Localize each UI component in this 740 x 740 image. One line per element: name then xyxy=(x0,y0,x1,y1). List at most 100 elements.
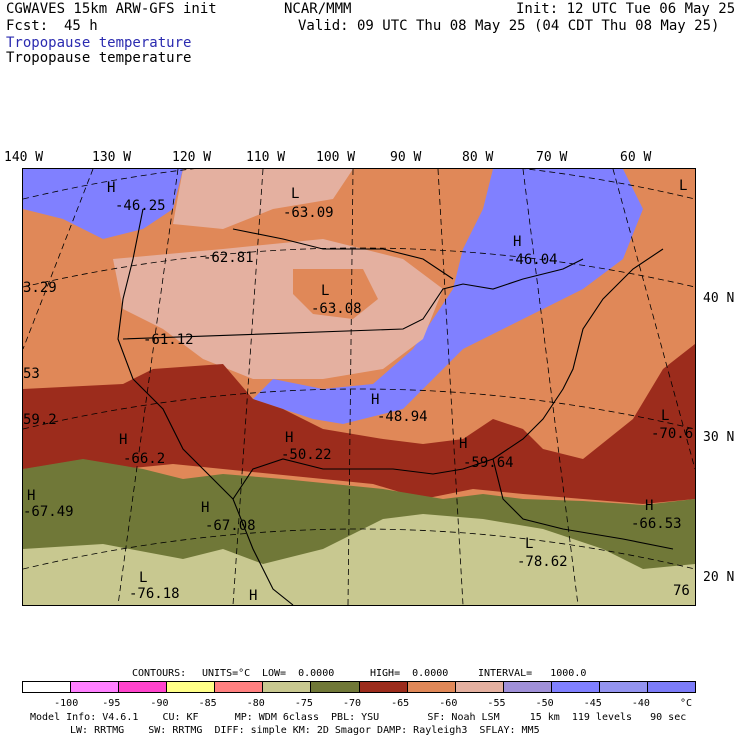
min-marker: L xyxy=(139,570,148,586)
map-value: -63.08 xyxy=(311,301,362,317)
legend-tick-label: -90 xyxy=(150,698,169,709)
field-title-shaded: Tropopause temperature xyxy=(6,35,192,51)
shade-minus60-low xyxy=(293,269,378,319)
min-marker: L xyxy=(679,178,688,194)
legend-tick-label: -65 xyxy=(391,698,410,709)
shade-minus75-tropics xyxy=(23,514,695,605)
model-info-line2: LW: RRTMG SW: RRTMG DIFF: simple KM: 2D … xyxy=(70,725,540,736)
forecast-label: Fcst: xyxy=(6,18,49,34)
map-value: -62.81 xyxy=(203,250,254,266)
model-title: CGWAVES 15km ARW-GFS init xyxy=(6,1,217,17)
map-value: -46.04 xyxy=(507,252,558,268)
map-value: -46.25 xyxy=(115,198,166,214)
lat-label: 40 N xyxy=(703,291,735,306)
lon-label: 90 W xyxy=(390,150,422,165)
max-marker: H xyxy=(119,432,128,448)
shade-minus65-band xyxy=(23,344,695,504)
legend-tick-label: -85 xyxy=(198,698,217,709)
legend-tick-label: -40 xyxy=(631,698,650,709)
legend-tick-label: -80 xyxy=(246,698,265,709)
legend-swatch xyxy=(407,682,456,692)
min-marker: L xyxy=(525,536,534,552)
legend-swatch xyxy=(599,682,649,692)
init-time: Init: 12 UTC Tue 06 May 25 xyxy=(516,1,736,17)
legend-tick-label: -55 xyxy=(487,698,506,709)
map-value: -66.2 xyxy=(123,451,166,467)
legend-tick-label: -100 xyxy=(54,698,79,709)
map-value: -50.22 xyxy=(281,447,332,463)
contours-units: UNITS=°C xyxy=(202,668,251,679)
map-value: -48.94 xyxy=(377,409,428,425)
contours-low: LOW= 0.0000 xyxy=(262,668,335,679)
map-value: -67.49 xyxy=(23,504,74,520)
legend-swatch xyxy=(215,682,264,692)
map-value: -76.18 xyxy=(129,586,180,602)
max-marker: H xyxy=(201,500,210,516)
coastlines xyxy=(117,208,674,605)
map-value: -70.6 xyxy=(651,426,694,442)
tropopause-temperature-map: H -46.25 L -63.09 H -46.04 -62.81 L -63.… xyxy=(22,168,696,606)
max-marker: H xyxy=(459,436,468,452)
max-marker: H xyxy=(249,588,258,604)
map-value: 59.2 xyxy=(23,412,57,428)
map-value: -78.62 xyxy=(517,554,568,570)
max-marker: H xyxy=(513,234,522,250)
max-marker: H xyxy=(27,488,36,504)
min-marker: L xyxy=(291,186,300,202)
forecast-hour: 45 h xyxy=(64,18,98,34)
map-value: -61.12 xyxy=(143,332,194,348)
valid-time: Valid: 09 UTC Thu 08 May 25 (04 CDT Thu … xyxy=(298,18,720,34)
lat-label: 20 N xyxy=(703,570,735,585)
legend-swatch xyxy=(455,682,504,692)
legend-swatch xyxy=(167,682,216,692)
max-marker: H xyxy=(107,180,116,196)
max-marker: H xyxy=(371,392,380,408)
legend-swatch xyxy=(551,682,600,692)
legend-tick-label: -95 xyxy=(102,698,121,709)
legend-tick-label: -60 xyxy=(439,698,458,709)
lat-label: 30 N xyxy=(703,430,735,445)
legend-tick-label: -45 xyxy=(583,698,602,709)
lon-label: 70 W xyxy=(536,150,568,165)
lon-label: 100 W xyxy=(316,150,356,165)
legend-swatch xyxy=(263,682,312,692)
shade-minus50-northwest xyxy=(23,169,183,239)
legend-swatch xyxy=(648,682,696,692)
map-value: 53 xyxy=(23,366,40,382)
lon-label: 140 W xyxy=(4,150,44,165)
legend-swatch xyxy=(503,682,552,692)
legend-tick-label: -70 xyxy=(343,698,362,709)
lon-label: 110 W xyxy=(246,150,286,165)
contours-high: HIGH= 0.0000 xyxy=(370,668,449,679)
map-canvas xyxy=(23,169,695,605)
legend-swatch xyxy=(23,682,72,692)
max-marker: H xyxy=(285,430,294,446)
contours-label: CONTOURS: xyxy=(132,668,187,679)
map-value: 76 xyxy=(673,583,690,599)
lon-label: 60 W xyxy=(620,150,652,165)
lon-label: 130 W xyxy=(92,150,132,165)
legend-swatch xyxy=(311,682,360,692)
lon-label: 80 W xyxy=(462,150,494,165)
legend-tick-label: -75 xyxy=(294,698,313,709)
map-value: -66.53 xyxy=(631,516,682,532)
color-legend-bar xyxy=(22,681,696,693)
organization: NCAR/MMM xyxy=(284,1,352,17)
max-marker: H xyxy=(645,498,654,514)
legend-swatch xyxy=(119,682,168,692)
map-value: -67.08 xyxy=(205,518,256,534)
shade-minus55-north xyxy=(173,169,353,229)
contours-interval: INTERVAL= 1000.0 xyxy=(478,668,587,679)
lon-label: 120 W xyxy=(172,150,212,165)
min-marker: L xyxy=(321,283,330,299)
legend-tick-label: -50 xyxy=(535,698,554,709)
legend-tick-label: °C xyxy=(680,698,693,709)
graticule xyxy=(23,169,695,605)
min-marker: L xyxy=(661,408,670,424)
model-info-line1: Model Info: V4.6.1 CU: KF MP: WDM 6class… xyxy=(30,712,687,723)
map-value: -63.09 xyxy=(283,205,334,221)
map-value: -59.64 xyxy=(463,455,514,471)
legend-swatch xyxy=(71,682,120,692)
map-value: 3.29 xyxy=(23,280,57,296)
field-title-contour: Tropopause temperature xyxy=(6,50,192,66)
